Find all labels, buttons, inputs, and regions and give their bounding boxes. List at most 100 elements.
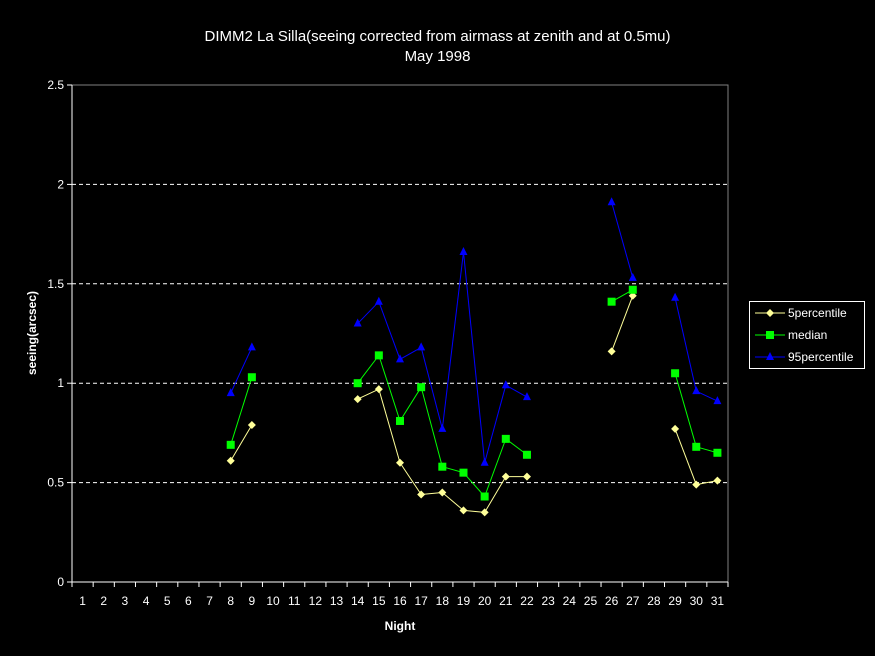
x-tick-label: 21 — [499, 594, 513, 608]
series-line-segment — [230, 347, 253, 394]
x-tick-label: 30 — [690, 594, 704, 608]
data-point — [374, 296, 383, 305]
legend-marker-square-icon — [755, 331, 785, 339]
x-tick-label: 15 — [372, 594, 386, 608]
x-tick-label: 6 — [185, 594, 192, 608]
y-tick-label: 0 — [57, 575, 64, 589]
series-line-segment — [484, 438, 507, 497]
x-tick-label: 19 — [457, 594, 471, 608]
data-point — [713, 476, 722, 485]
series-line-segment — [441, 492, 464, 511]
data-point — [226, 456, 235, 465]
data-point — [501, 380, 510, 389]
data-point — [459, 506, 468, 515]
legend-item-95percentile: 95percentile — [750, 347, 864, 367]
series-line-segment — [420, 387, 443, 467]
data-point — [374, 351, 383, 360]
series-line-segment — [505, 384, 528, 398]
x-tick-label: 29 — [668, 594, 682, 608]
x-tick-label: 7 — [206, 594, 213, 608]
data-point — [480, 457, 489, 466]
y-tick-label: 0.5 — [47, 476, 64, 490]
series-median — [226, 285, 722, 501]
y-tick-label: 1 — [57, 376, 64, 390]
x-tick-label: 27 — [626, 594, 640, 608]
data-point — [692, 386, 701, 395]
data-point — [607, 197, 616, 206]
data-point — [417, 383, 426, 392]
data-point — [692, 442, 701, 451]
data-point — [459, 468, 468, 477]
data-point — [438, 462, 447, 471]
y-tick-label: 2.5 — [47, 78, 64, 92]
data-point — [671, 424, 680, 433]
series-line-segment — [420, 347, 443, 430]
chart-subtitle: May 1998 — [404, 48, 471, 65]
x-tick-label: 13 — [330, 594, 344, 608]
data-point — [396, 354, 404, 363]
plot-area — [71, 84, 729, 583]
series-line-segment — [357, 388, 380, 400]
data-point — [226, 440, 235, 449]
x-tick-label: 11 — [288, 594, 301, 608]
data-point — [607, 347, 616, 356]
x-tick-label: 1 — [79, 594, 86, 608]
series-line-segment — [230, 377, 253, 445]
data-point — [713, 396, 722, 405]
x-tick-label: 4 — [143, 594, 150, 608]
data-point — [522, 450, 531, 459]
series-line-segment — [611, 295, 634, 352]
x-tick-label: 22 — [520, 594, 534, 608]
data-point — [501, 472, 510, 481]
x-tick-label: 14 — [351, 594, 365, 608]
series-line-segment — [378, 301, 401, 360]
data-point — [353, 318, 362, 327]
data-point — [671, 369, 680, 378]
x-tick-label: 20 — [478, 594, 492, 608]
series-line-segment — [696, 390, 718, 402]
series-line-segment — [378, 355, 401, 422]
data-point — [713, 448, 722, 457]
data-point — [438, 488, 447, 497]
series-line-segment — [674, 297, 697, 392]
series-line-segment — [441, 251, 464, 429]
series-line-segment — [230, 424, 253, 461]
data-point — [353, 379, 362, 388]
data-point — [628, 285, 637, 294]
data-point — [628, 272, 637, 281]
series-line-segment — [357, 355, 380, 384]
series-line-segment — [399, 462, 422, 495]
x-tick-label: 8 — [227, 594, 234, 608]
series-line-segment — [696, 480, 718, 486]
data-point — [480, 508, 489, 517]
series-line-segment — [378, 389, 401, 463]
x-tick-label: 2 — [100, 594, 107, 608]
x-tick-label: 31 — [711, 594, 725, 608]
x-tick-label: 3 — [122, 594, 129, 608]
x-axis-label: Night — [385, 619, 416, 633]
data-point — [692, 480, 701, 489]
data-point — [374, 385, 383, 394]
legend-item-5percentile: 5percentile — [750, 303, 864, 323]
data-point — [353, 395, 362, 404]
legend: 5percentile median 95percentile — [749, 301, 865, 369]
series-95percentile — [226, 197, 722, 466]
x-tick-label: 18 — [436, 594, 450, 608]
legend-item-median: median — [750, 325, 864, 345]
data-point — [522, 472, 531, 481]
y-tick-label: 2 — [57, 177, 64, 191]
series-group — [226, 197, 722, 517]
series-line-segment — [399, 386, 422, 422]
legend-marker-triangle-icon — [755, 352, 785, 360]
series-line-segment — [399, 346, 422, 360]
x-tick-label: 23 — [541, 594, 555, 608]
data-point — [480, 492, 489, 501]
data-point — [671, 292, 680, 301]
grid-lines — [72, 183, 728, 484]
x-tick-label: 10 — [266, 594, 280, 608]
x-tick-label: 24 — [563, 594, 577, 608]
x-tick-label: 5 — [164, 594, 171, 608]
data-point — [417, 342, 426, 351]
y-axis-label: seeing(arcsec) — [25, 291, 39, 375]
